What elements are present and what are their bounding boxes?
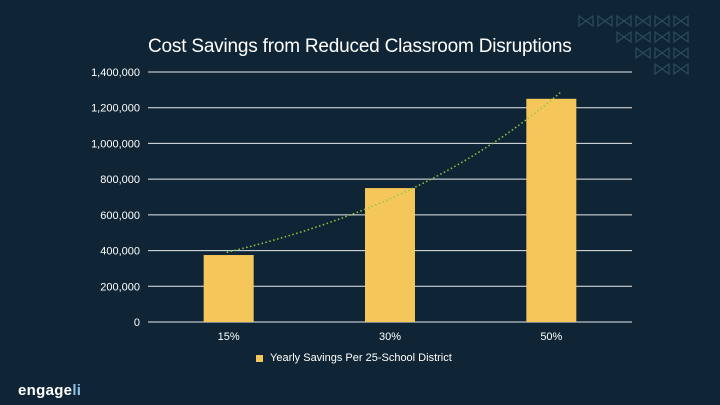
engageli-logo: engageli bbox=[18, 382, 81, 399]
y-tick-label: 1,400,000 bbox=[91, 67, 140, 79]
legend-swatch bbox=[256, 354, 263, 362]
bowtie-glyph bbox=[654, 62, 670, 76]
y-tick-label: 600,000 bbox=[100, 210, 140, 222]
bowtie-glyph bbox=[673, 46, 689, 60]
logo-accent: li bbox=[72, 382, 82, 399]
y-tick-label: 400,000 bbox=[100, 246, 140, 258]
y-tick-label: 1,000,000 bbox=[91, 138, 140, 150]
bowtie-glyph bbox=[635, 30, 651, 44]
bar bbox=[365, 188, 415, 322]
x-tick-label: 50% bbox=[540, 331, 562, 343]
chart-title: Cost Savings from Reduced Classroom Disr… bbox=[148, 36, 572, 57]
legend-label: Yearly Savings Per 25-School District bbox=[270, 352, 452, 364]
bowtie-glyph bbox=[654, 14, 670, 28]
bowtie-glyph bbox=[635, 14, 651, 28]
bar bbox=[203, 255, 254, 322]
bowtie-pattern-icon bbox=[578, 14, 689, 76]
bowtie-glyph bbox=[654, 30, 670, 44]
bowtie-glyph bbox=[616, 30, 632, 44]
bowtie-glyph bbox=[597, 14, 613, 28]
y-tick-label: 800,000 bbox=[100, 174, 140, 186]
x-tick-label: 15% bbox=[218, 331, 240, 343]
bar bbox=[526, 98, 577, 323]
trendline bbox=[226, 91, 562, 254]
logo-main: engage bbox=[18, 382, 73, 399]
bowtie-glyph bbox=[673, 14, 689, 28]
bowtie-glyph bbox=[578, 14, 594, 28]
legend: Yearly Savings Per 25-School District bbox=[256, 352, 452, 364]
bowtie-glyph bbox=[673, 30, 689, 44]
y-tick-label: 1,200,000 bbox=[91, 103, 140, 115]
bowtie-glyph bbox=[616, 14, 632, 28]
bowtie-glyph bbox=[673, 62, 689, 76]
y-tick-label: 200,000 bbox=[100, 281, 140, 293]
bowtie-glyph bbox=[635, 46, 651, 60]
bowtie-glyph bbox=[654, 46, 670, 60]
x-tick-label: 30% bbox=[379, 331, 401, 343]
y-tick-label: 0 bbox=[134, 317, 140, 329]
